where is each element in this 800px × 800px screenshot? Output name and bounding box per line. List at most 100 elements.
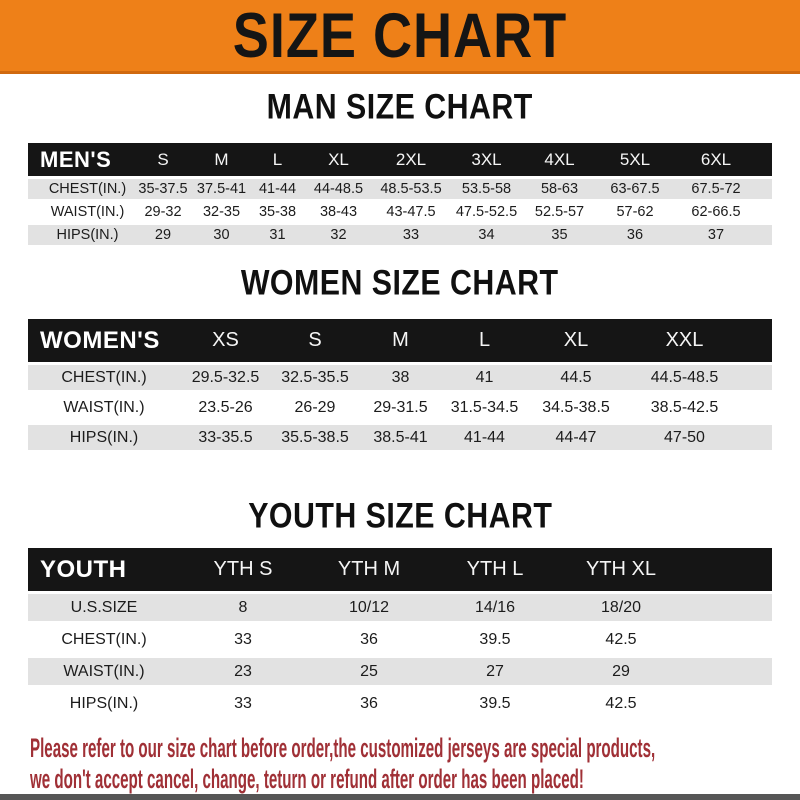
table-row: HIPS(IN.) 33-35.5 35.5-38.5 38.5-41 41-44 44-… [28,425,772,450]
table-body: CHEST(IN.) 29.5-32.5 32.5-35.5 38 41 44.5 44.5… [28,365,772,450]
table-row: WAIST(IN.) 29-32 32-35 35-38 38-43 43-47.5 47.… [28,202,772,222]
table-row: CHEST(IN.) 29.5-32.5 32.5-35.5 38 41 44.5 44.5… [28,365,772,390]
cell-value: 10/12 [348,598,390,616]
size-section-women: WOMEN SIZE CHART WOMEN'S XS S M L XL XXL CHEST(I… [0,262,800,450]
cell-value: 39.5 [479,630,511,648]
column-header: YTH XL [585,558,657,580]
disclaimer-line-2: we don't accept cancel, change, teturn o… [30,764,584,794]
size-chart-sections: MAN SIZE CHART MEN'S S M L XL 2XL 3XL 4XL 5XL 6XL C… [0,88,800,717]
cell-value: 32.5-35.5 [281,368,349,386]
cell-value: 41-44 [258,181,297,197]
cell-value: 57-62 [616,204,654,220]
column-header: 2XL [395,149,427,169]
cell-value: 39.5 [479,694,511,712]
cell-value: 36 [626,227,644,243]
table-group-label: WOMEN'S [40,326,160,354]
cell-value: 67.5-72 [691,181,741,197]
cell-value: 25 [360,662,378,680]
column-header: XS [212,329,239,351]
row-label: CHEST(IN.) [61,630,147,648]
table-row: CHEST(IN.) 35-37.5 37.5-41 41-44 44-48.5 48.5… [28,179,772,199]
cell-value: 29.5-32.5 [191,368,260,386]
column-header: YTH S [213,558,273,580]
cell-value: 29 [154,227,172,243]
table-group-label: MEN'S [40,146,112,172]
table-body: CHEST(IN.) 35-37.5 37.5-41 41-44 44-48.5 48.5… [28,179,772,245]
cell-value: 62-66.5 [691,204,741,220]
cell-value: 36 [360,630,378,648]
column-header: XXL [665,329,704,351]
section-heading-youth: YOUTH SIZE CHART [0,497,800,534]
table-group-label: YOUTH [40,555,127,583]
row-label: HIPS(IN.) [56,227,119,243]
cell-value: 47.5-52.5 [455,204,518,220]
cell-value: 33-35.5 [198,428,253,446]
cell-value: 30 [213,227,230,243]
cell-value: 35.5-38.5 [281,428,349,446]
disclaimer-line-1: Please refer to our size chart before or… [30,733,656,763]
row-label: CHEST(IN.) [48,181,127,197]
cell-value: 23 [234,662,252,680]
row-label: HIPS(IN.) [69,694,139,712]
cell-value: 35 [551,227,568,243]
row-label: U.S.SIZE [70,598,138,616]
cell-value: 8 [238,598,248,616]
disclaimer-note: Please refer to our size chart before or… [30,733,800,795]
cell-value: 35-37.5 [138,181,188,197]
cell-value: 42.5 [605,694,637,712]
section-heading-women: WOMEN SIZE CHART [0,262,800,303]
column-header: S [308,329,322,351]
table-row: WAIST(IN.) 23 25 27 29 [28,658,772,685]
cell-value: 37 [707,227,725,243]
column-header: 3XL [471,149,502,169]
column-header: L [272,149,283,169]
cell-value: 36 [360,694,378,712]
table-row: WAIST(IN.) 23.5-26 26-29 29-31.5 31.5-34.5 34… [28,395,772,420]
cell-value: 63-67.5 [610,181,660,197]
cell-value: 41 [475,368,494,386]
cell-value: 37.5-41 [196,181,247,197]
table-row: CHEST(IN.) 33 36 39.5 42.5 [28,626,772,653]
cell-value: 34.5-38.5 [542,398,610,416]
table-row: U.S.SIZE 8 10/12 14/16 18/20 [28,594,772,621]
cell-value: 32 [330,227,347,243]
size-section-men: MAN SIZE CHART MEN'S S M L XL 2XL 3XL 4XL 5XL 6XL C… [0,88,800,245]
row-label: CHEST(IN.) [61,368,147,386]
column-header: L [478,329,491,351]
column-header: M [214,149,229,169]
table-header-row: WOMEN'S XS S M L XL XXL [28,319,772,362]
cell-value: 44-48.5 [313,181,364,197]
cell-value: 48.5-53.5 [380,181,442,197]
cell-value: 41-44 [464,428,505,446]
section-heading-text: WOMEN SIZE CHART [241,262,559,303]
bottom-edge-strip [0,794,800,800]
cell-value: 38.5-41 [373,428,428,446]
size-table-women: WOMEN'S XS S M L XL XXL CHEST(IN.) 29.5-32.5 32.5… [28,319,772,450]
cell-value: 58-63 [540,181,579,197]
cell-value: 18/20 [600,598,642,616]
column-header: YTH L [466,558,524,580]
table-header-row: MEN'S S M L XL 2XL 3XL 4XL 5XL 6XL [28,143,772,176]
cell-value: 29-31.5 [373,398,428,416]
cell-value: 44-47 [555,428,597,446]
table-body: U.S.SIZE 8 10/12 14/16 18/20 CHEST(IN.) 33 36 39… [28,594,772,717]
row-label: WAIST(IN.) [63,398,145,416]
cell-value: 38.5-42.5 [650,398,719,416]
cell-value: 33 [402,227,420,243]
column-header: 4XL [544,149,575,169]
cell-value: 23.5-26 [198,398,253,416]
row-label: HIPS(IN.) [69,428,139,446]
cell-value: 44.5 [560,368,592,386]
cell-value: 33 [234,694,252,712]
cell-value: 53.5-58 [461,181,512,197]
table-header-row: YOUTH YTH S YTH M YTH L YTH XL [28,548,772,591]
table-row: HIPS(IN.) 29 30 31 32 33 34 35 36 37 [28,225,772,245]
column-header: XL [563,329,589,351]
cell-value: 34 [478,227,495,243]
size-table-youth: YOUTH YTH S YTH M YTH L YTH XL U.S.SIZE 8 10/12… [28,548,772,717]
size-table-men: MEN'S S M L XL 2XL 3XL 4XL 5XL 6XL CHEST(IN.) 35-37… [28,143,772,245]
banner-title: SIZE CHART [232,0,568,71]
cell-value: 52.5-57 [534,204,585,220]
cell-value: 38 [391,368,410,386]
cell-value: 29-32 [144,204,182,220]
